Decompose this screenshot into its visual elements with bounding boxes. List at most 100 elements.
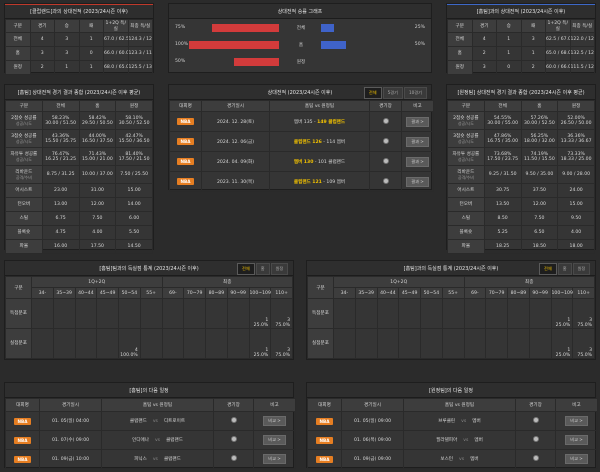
stat-label-text: 턴오버 bbox=[459, 202, 473, 207]
group-header-row: 구분 1Q+2Q 최종 bbox=[307, 276, 595, 299]
graph-left-pct: 50% bbox=[175, 59, 186, 64]
cell: 123.3 / 111.5 bbox=[127, 46, 153, 61]
league-badge[interactable]: NBA bbox=[13, 455, 32, 463]
col-header: 35~39 bbox=[52, 287, 76, 299]
stat-row: 스틸 6.75 7.50 6.00 bbox=[5, 211, 153, 226]
dist-cell: 1 25.0% bbox=[248, 298, 272, 329]
tab-2[interactable]: 원정 bbox=[572, 263, 591, 275]
dist-cell: 3 75.0% bbox=[572, 298, 595, 329]
compare-button[interactable]: 비교 > bbox=[263, 416, 286, 426]
tab-0[interactable]: 전체 bbox=[539, 263, 557, 275]
cell: 3 bbox=[54, 32, 80, 47]
stat-value: 76.47% bbox=[51, 151, 70, 157]
league-badge[interactable]: NBA bbox=[176, 178, 195, 185]
away-team[interactable]: 클럽랜드 bbox=[328, 119, 346, 125]
tab-1[interactable]: 홈 bbox=[255, 263, 270, 275]
stat-sublabel: 성공/시도 bbox=[15, 120, 32, 126]
compare-button[interactable]: 비교 > bbox=[565, 416, 588, 426]
league-badge[interactable]: NBA bbox=[13, 417, 32, 425]
dist-cell bbox=[420, 328, 443, 359]
stat-value: 15.00 / 21.00 bbox=[81, 156, 113, 162]
home-team[interactable]: 클럽랜드 bbox=[293, 179, 311, 185]
home-team[interactable]: 보스턴 bbox=[440, 457, 454, 462]
away-team[interactable]: 멤버 bbox=[336, 139, 346, 145]
compare-button[interactable]: 비교 > bbox=[565, 454, 588, 464]
stat-cell: 54.55% 30.00 / 55.00 bbox=[483, 111, 522, 130]
match-cell: 브루클린 vs 멤버 bbox=[403, 411, 516, 431]
league-cell: NBA bbox=[169, 131, 202, 152]
stat-sublabel: 성공/시도 bbox=[457, 120, 474, 126]
dist-cell bbox=[528, 298, 552, 329]
stat-value: 16.25 / 21.25 bbox=[45, 156, 77, 162]
dist-cell bbox=[376, 328, 400, 359]
league-cell: NBA bbox=[5, 411, 40, 431]
result-button[interactable]: 결과 > bbox=[406, 136, 429, 147]
home-team[interactable]: 클럽랜드 bbox=[293, 139, 311, 145]
compare-button[interactable]: 비교 > bbox=[263, 435, 286, 445]
tab-2[interactable]: 원정 bbox=[270, 263, 289, 275]
basketball-icon bbox=[230, 436, 237, 442]
stat-label-text: 스틸 bbox=[461, 216, 471, 221]
date-cell: 01. 09(금) 09:00 bbox=[341, 449, 404, 469]
tab-1[interactable]: 5경기 bbox=[382, 87, 403, 99]
col-header: 홈 bbox=[520, 100, 559, 112]
result-button[interactable]: 결과 > bbox=[406, 116, 429, 127]
header-row: 구분 전체 홈 원정 bbox=[447, 100, 595, 112]
tab-2[interactable]: 10경기 bbox=[403, 87, 427, 99]
home-team[interactable]: 피닉스 bbox=[134, 457, 147, 462]
away-team[interactable]: 멤버 bbox=[336, 179, 346, 185]
league-badge[interactable]: NBA bbox=[176, 138, 195, 145]
league-badge[interactable]: NBA bbox=[315, 417, 334, 425]
right-next-table: 대회명 경기일시 홈팀 vs 원정팀 경기장 비고 NBA 01. 05(일) 09:00 브… bbox=[307, 398, 598, 469]
stat-label-text: 리바운드 bbox=[457, 169, 475, 175]
league-badge[interactable]: NBA bbox=[315, 436, 334, 444]
tab-0[interactable]: 전체 bbox=[237, 263, 255, 275]
group-q: 1Q+2Q bbox=[31, 276, 163, 288]
compare-button[interactable]: 비교 > bbox=[263, 454, 286, 464]
cell: 2 bbox=[520, 60, 546, 75]
dist-pct: 100.0% bbox=[120, 353, 138, 358]
basketball-icon bbox=[230, 455, 237, 461]
away-team[interactable]: 멤버 bbox=[472, 419, 481, 424]
home-team[interactable]: 멤버 bbox=[293, 159, 303, 165]
basketball-icon bbox=[532, 417, 539, 423]
away-team[interactable]: 멤버 bbox=[474, 438, 483, 443]
league-badge[interactable]: NBA bbox=[176, 118, 195, 125]
left-dist-title: [홈팀]팀과의 득실점 통계 (2023/24시즌 이후) 전체 홈 원정 bbox=[5, 261, 293, 276]
away-team[interactable]: 클럽랜드 bbox=[163, 457, 181, 462]
stat-cell: 36.36% 13.33 / 36.67 bbox=[557, 129, 595, 148]
league-badge[interactable]: NBA bbox=[176, 158, 195, 165]
date-cell: 01. 05(일) 09:00 bbox=[341, 411, 404, 431]
result-button[interactable]: 결과 > bbox=[406, 156, 429, 167]
stat-row: 3점슛 성공률 성공/시도 47.86% 16.75 / 35.00 56.25% 18.… bbox=[447, 129, 595, 148]
stat-label: 어시스트 bbox=[447, 183, 485, 198]
row-label: 전체 bbox=[447, 32, 473, 47]
stat-value: 4.00 bbox=[78, 225, 117, 240]
vs-label: vs bbox=[152, 457, 158, 462]
dist-cell bbox=[31, 328, 54, 359]
league-badge[interactable]: NBA bbox=[315, 455, 334, 463]
h2h-list-title: 상대전적 (2023/24시즌 이후) 전체 5경기 10경기 bbox=[169, 85, 431, 100]
home-team[interactable]: 멤버 bbox=[293, 119, 303, 125]
away-team[interactable]: 멤버 bbox=[470, 457, 479, 462]
home-team[interactable]: 클럽랜드 bbox=[129, 419, 147, 424]
result-button[interactable]: 결과 > bbox=[406, 176, 429, 187]
tab-1[interactable]: 홈 bbox=[557, 263, 572, 275]
col-header: 55+ bbox=[139, 287, 163, 299]
away-team[interactable]: 클럽랜드 bbox=[328, 159, 346, 165]
group-final: 최종 bbox=[161, 276, 293, 288]
home-team[interactable]: 브루클린 bbox=[438, 419, 456, 424]
away-team[interactable]: 디트로이트 bbox=[163, 419, 186, 424]
league-badge[interactable]: NBA bbox=[13, 436, 32, 444]
compare-button[interactable]: 비교 > bbox=[565, 435, 588, 445]
tab-0[interactable]: 전체 bbox=[363, 87, 382, 99]
stat-value: 30.00 / 55.00 bbox=[487, 120, 519, 126]
dist-label: 득점분포 bbox=[307, 298, 334, 329]
header-row: 대회명 경기일시 홈팀 vs 원정팀 경기장 비고 bbox=[307, 398, 598, 412]
home-team[interactable]: 인디애나 bbox=[132, 438, 149, 443]
date-cell: 2024. 12. 28(토) bbox=[201, 111, 270, 132]
col-header: 홈팀 vs 원정팀 bbox=[403, 398, 516, 412]
col-header: 구분 bbox=[5, 100, 43, 112]
home-team[interactable]: 필라델피아 bbox=[436, 438, 458, 443]
away-team[interactable]: 클럽랜드 bbox=[166, 438, 183, 443]
